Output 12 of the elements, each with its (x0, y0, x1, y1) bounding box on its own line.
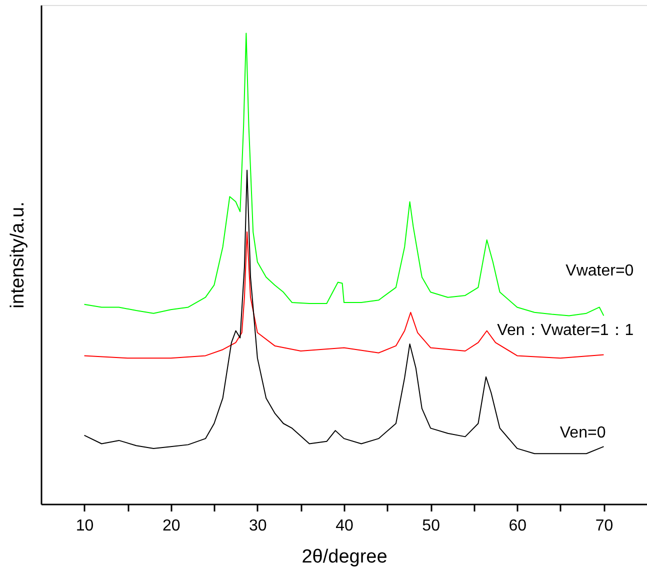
x-axis-title: 2θ/degree (302, 546, 388, 568)
x-tick-label: 40 (336, 518, 354, 534)
series-label: Ven=0 (560, 424, 606, 442)
x-tick-label: 50 (422, 518, 440, 534)
x-tick-label: 10 (76, 518, 94, 534)
x-tick-label: 60 (508, 518, 527, 534)
text: Vwater=0 (566, 262, 634, 280)
y-axis-title: intensity/a.u. (8, 202, 28, 308)
series-label: Ven：Vwater=1：1 (497, 322, 634, 339)
x-tick-label: 30 (249, 518, 267, 534)
x-tick-label: 20 (162, 518, 180, 534)
x-tick-label: 70 (595, 518, 614, 534)
